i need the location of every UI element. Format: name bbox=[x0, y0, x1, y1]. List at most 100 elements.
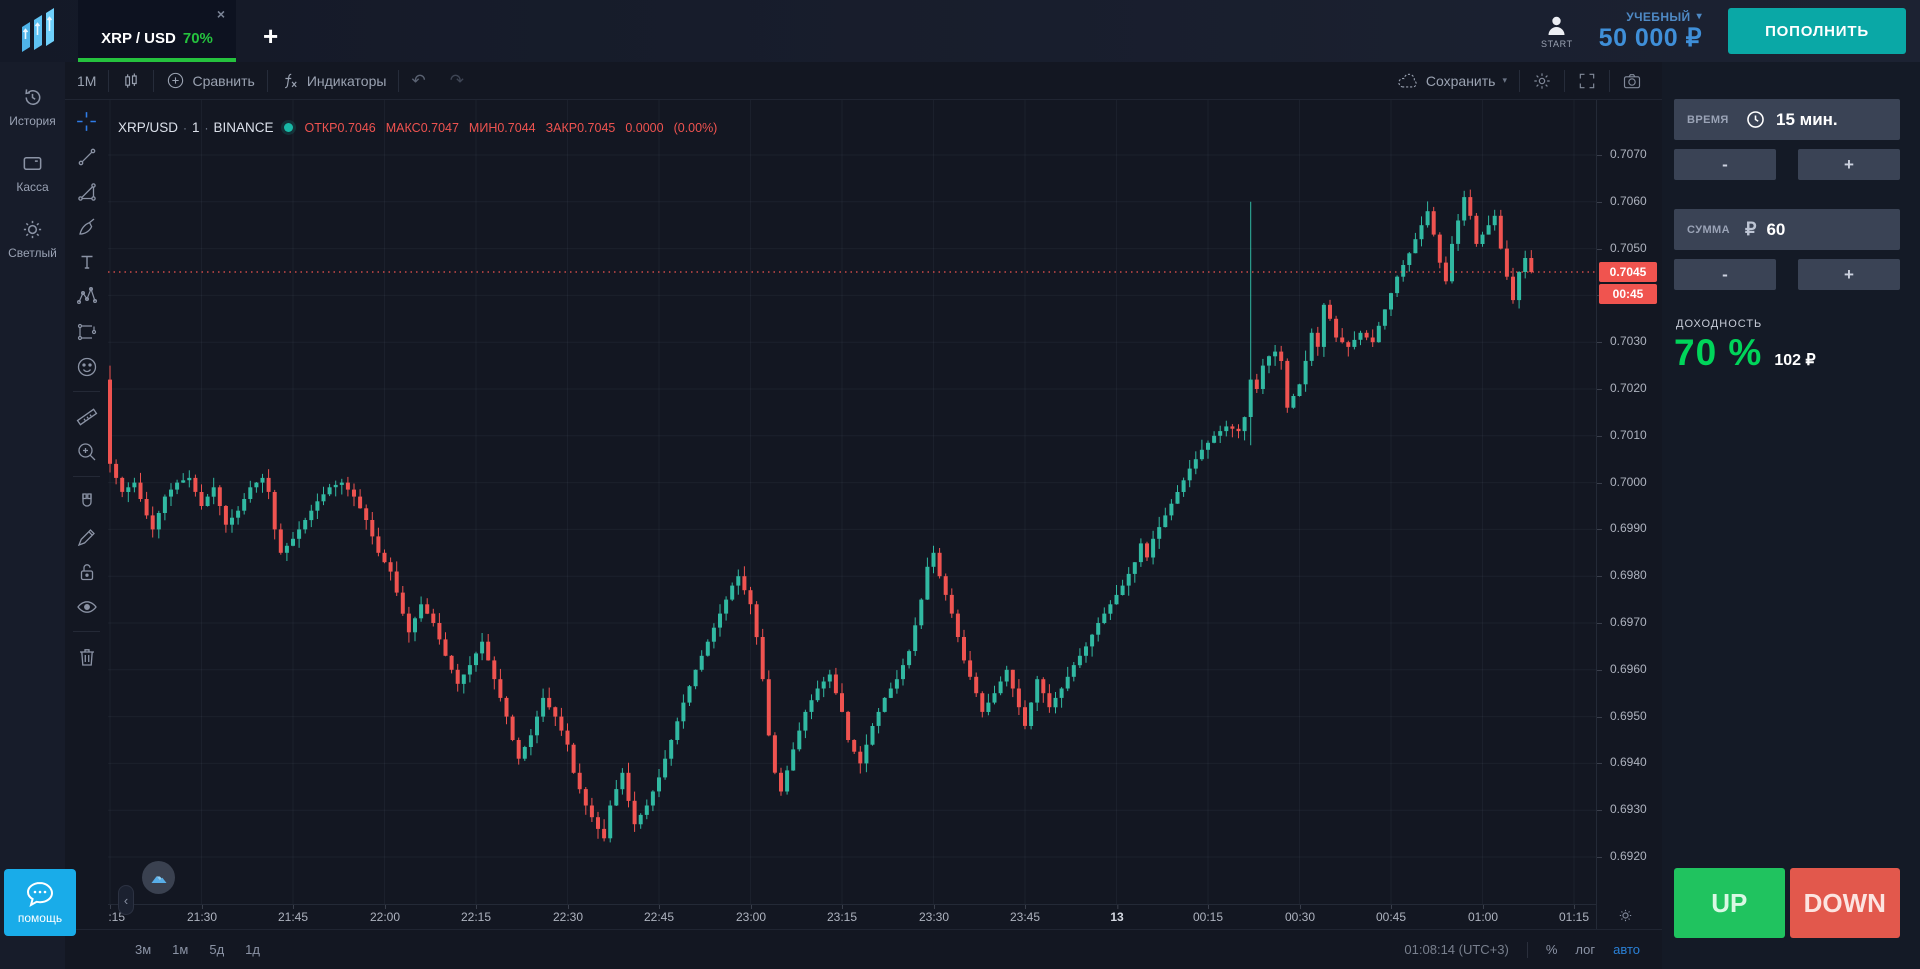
remove-drawings-button[interactable] bbox=[70, 639, 104, 674]
redo-button[interactable]: ↷ bbox=[438, 62, 476, 99]
chart-canvas[interactable]: XRP/USD · 1 · BINANCE ОТКР0.7046 МАКС0.7… bbox=[108, 100, 1596, 905]
collapse-panel-handle[interactable]: ‹ bbox=[118, 885, 134, 915]
drawing-toolbar bbox=[65, 100, 108, 929]
screenshot-button[interactable] bbox=[1610, 62, 1654, 99]
time-tick: 23:00 bbox=[735, 905, 767, 924]
toolbar-divider bbox=[1519, 69, 1520, 92]
chart-toolbar: 1М Сравнить bbox=[65, 62, 1662, 100]
percent-scale-button[interactable]: % bbox=[1545, 942, 1558, 957]
time-tick: 01:15 bbox=[1558, 905, 1590, 924]
smiley-icon bbox=[77, 357, 96, 376]
log-scale-button[interactable]: лог bbox=[1575, 942, 1596, 957]
indicators-button[interactable]: Индикаторы bbox=[268, 62, 399, 99]
brand-logo-icon bbox=[16, 7, 62, 55]
payout-row: 70 % 102 ₽ bbox=[1674, 332, 1900, 374]
payout-amount: 102 ₽ bbox=[1774, 352, 1816, 369]
down-button[interactable]: DOWN bbox=[1789, 868, 1900, 938]
chart-body: XRP/USD · 1 · BINANCE ОТКР0.7046 МАКС0.7… bbox=[65, 100, 1662, 929]
drawing-mode-button[interactable] bbox=[70, 519, 104, 554]
toolbar-divider bbox=[266, 69, 268, 92]
range-5d[interactable]: 5д bbox=[209, 942, 225, 957]
chart-style-button[interactable] bbox=[109, 62, 153, 99]
candlestick-chart[interactable] bbox=[108, 100, 1596, 905]
time-tick: 22:00 bbox=[369, 905, 401, 924]
trash-icon bbox=[79, 648, 94, 666]
landscape-icon bbox=[151, 875, 166, 883]
brush-tool[interactable] bbox=[70, 209, 104, 244]
sidebar-item-history[interactable]: История bbox=[0, 86, 65, 128]
expiry-time-field[interactable]: ВРЕМЯ 15 мин. bbox=[1674, 99, 1900, 140]
chart-pane: XRP/USD · 1 · BINANCE ОТКР0.7046 МАКС0.7… bbox=[108, 100, 1596, 929]
price-tick: 0.6960 bbox=[1597, 662, 1662, 676]
pattern-tool[interactable] bbox=[70, 279, 104, 314]
time-value: 15 мин. bbox=[1776, 109, 1838, 129]
amount-label: СУММА bbox=[1687, 223, 1730, 236]
amount-minus-button[interactable]: - bbox=[1674, 259, 1776, 290]
crosshair-tool[interactable] bbox=[70, 104, 104, 139]
toolbar-divider bbox=[1609, 69, 1610, 92]
toolbar-divider bbox=[1564, 69, 1565, 92]
add-tab-button[interactable]: + bbox=[263, 11, 278, 52]
price-tick: 0.6940 bbox=[1597, 755, 1662, 769]
pencil-icon bbox=[77, 528, 95, 546]
gear-icon bbox=[1534, 72, 1550, 89]
tab-close-icon[interactable]: × bbox=[216, 6, 225, 22]
price-tick: 0.6980 bbox=[1597, 568, 1662, 582]
time-plus-button[interactable]: + bbox=[1798, 149, 1900, 180]
forecast-tool[interactable] bbox=[70, 314, 104, 349]
help-button[interactable]: помощь bbox=[4, 869, 76, 936]
toolbar-divider bbox=[73, 476, 100, 477]
deposit-button[interactable]: ПОПОЛНИТЬ bbox=[1728, 8, 1906, 54]
sidebar-item-cashier[interactable]: Касса bbox=[0, 152, 65, 194]
lock-drawings-button[interactable] bbox=[70, 554, 104, 589]
user-menu[interactable]: START bbox=[1541, 14, 1573, 49]
trend-line-tool[interactable] bbox=[70, 139, 104, 174]
sidebar-item-label: История bbox=[9, 114, 56, 128]
range-1m[interactable]: 1м bbox=[172, 942, 189, 957]
app-sidebar: История Касса Светлый bbox=[0, 62, 76, 969]
time-axis[interactable]: 21:1521:3021:4522:0022:1522:3022:4523:00… bbox=[108, 905, 1596, 929]
clock-utc[interactable]: 01:08:14 (UTC+3) bbox=[1404, 942, 1509, 957]
gann-fib-tool[interactable] bbox=[70, 174, 104, 209]
save-layout-button[interactable]: Сохранить ▾ bbox=[1385, 62, 1519, 99]
auto-scale-button[interactable]: авто bbox=[1613, 942, 1640, 957]
fullscreen-button[interactable] bbox=[1565, 62, 1609, 99]
magnet-mode-button[interactable] bbox=[70, 484, 104, 519]
amount-field[interactable]: СУММА ₽ 60 bbox=[1674, 209, 1900, 250]
sidebar-item-theme[interactable]: Светлый bbox=[0, 218, 65, 260]
maximize-pane-button[interactable] bbox=[142, 861, 175, 894]
payout-label: ДОХОДНОСТЬ bbox=[1676, 318, 1763, 330]
zoom-in-tool[interactable] bbox=[70, 434, 104, 469]
compare-button[interactable]: Сравнить bbox=[154, 62, 266, 99]
chart-settings-button[interactable] bbox=[1520, 62, 1564, 99]
amount-plus-button[interactable]: + bbox=[1798, 259, 1900, 290]
text-tool[interactable] bbox=[70, 244, 104, 279]
asset-tab-symbol: XRP / USD bbox=[101, 29, 176, 47]
price-axis[interactable]: 0.70700.70600.70500.70400.70300.70200.70… bbox=[1596, 100, 1662, 929]
toolbar-divider bbox=[73, 391, 100, 392]
undo-button[interactable]: ↶ bbox=[399, 62, 437, 99]
price-tick: 0.6970 bbox=[1597, 615, 1662, 629]
ruble-icon: ₽ bbox=[1745, 219, 1757, 239]
eye-icon bbox=[76, 600, 97, 613]
compare-plus-icon bbox=[168, 72, 184, 89]
interval-button[interactable]: 1М bbox=[65, 62, 108, 99]
account-type-dropdown[interactable]: УЧЕБНЫЙ ▾ bbox=[1626, 10, 1702, 24]
price-tick: 0.7010 bbox=[1597, 428, 1662, 442]
time-tick: 21:30 bbox=[186, 905, 218, 924]
emoji-tool[interactable] bbox=[70, 349, 104, 384]
history-icon bbox=[25, 89, 41, 105]
brightness-button[interactable] bbox=[1617, 907, 1634, 927]
xabcd-pattern-icon bbox=[76, 286, 97, 304]
help-label: помощь bbox=[17, 911, 63, 925]
asset-tab[interactable]: XRP / USD 70% × bbox=[78, 0, 236, 62]
up-button[interactable]: UP bbox=[1674, 868, 1785, 938]
time-minus-button[interactable]: - bbox=[1674, 149, 1776, 180]
topbar: XRP / USD 70% × + START УЧЕБНЫЙ ▾ 50 000… bbox=[0, 0, 1920, 62]
sun-theme-icon bbox=[23, 220, 42, 239]
range-1d[interactable]: 1д bbox=[245, 942, 260, 957]
range-3m[interactable]: 3м bbox=[135, 942, 152, 957]
ruler-icon bbox=[76, 407, 97, 426]
measure-tool[interactable] bbox=[70, 399, 104, 434]
hide-drawings-button[interactable] bbox=[70, 589, 104, 624]
